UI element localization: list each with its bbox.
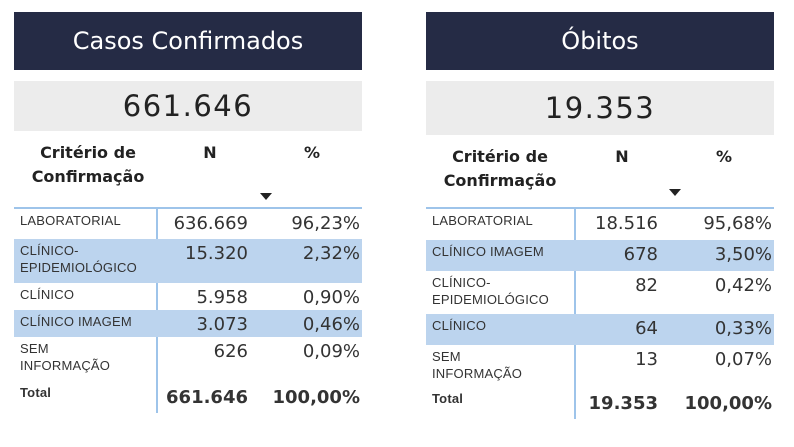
- criteria-table: Critério de Confirmação N % LABORATORIAL…: [426, 145, 774, 419]
- deaths-card: Óbitos 19.353 Critério de Confirmação N …: [426, 0, 774, 419]
- column-header-criterio[interactable]: Critério de Confirmação: [31, 143, 145, 186]
- total-label: Total: [432, 391, 464, 406]
- total-row: Total 661.646 100,00%: [14, 381, 362, 413]
- sort-descending-icon[interactable]: [260, 193, 272, 200]
- criteria-table: Critério de Confirmação N % LABORATORIAL…: [14, 141, 362, 413]
- n-cell: 18.516: [595, 213, 658, 234]
- criterio-cell: LABORATORIAL: [20, 213, 121, 228]
- n-cell: 3.073: [196, 314, 248, 335]
- percent-cell: 2,32%: [302, 243, 360, 264]
- table-row[interactable]: CLÍNICO 64 0,33%: [426, 314, 774, 345]
- percent-cell: 0,90%: [302, 287, 360, 308]
- table-header: Critério de Confirmação N %: [14, 141, 362, 207]
- column-header-percent[interactable]: %: [303, 143, 321, 162]
- kpi-value: 19.353: [426, 81, 774, 135]
- percent-cell: 0,09%: [302, 341, 360, 362]
- total-n: 19.353: [588, 393, 658, 414]
- table-row[interactable]: CLÍNICO IMAGEM 678 3,50%: [426, 240, 774, 271]
- n-cell: 64: [635, 318, 658, 339]
- card-title: Óbitos: [426, 12, 774, 70]
- percent-cell: 3,50%: [714, 244, 772, 265]
- total-n: 661.646: [166, 387, 248, 408]
- criterio-cell: CLÍNICO- EPIDEMIOLÓGICO: [20, 243, 137, 275]
- table-body: LABORATORIAL 636.669 96,23% CLÍNICO- EPI…: [14, 207, 362, 413]
- percent-cell: 0,07%: [714, 349, 772, 370]
- confirmed-cases-card: Casos Confirmados 661.646 Critério de Co…: [14, 0, 362, 413]
- column-header-criterio[interactable]: Critério de Confirmação: [443, 147, 557, 190]
- table-row[interactable]: CLÍNICO- EPIDEMIOLÓGICO 15.320 2,32%: [14, 239, 362, 283]
- total-row: Total 19.353 100,00%: [426, 387, 774, 419]
- total-label: Total: [20, 385, 52, 400]
- table-row[interactable]: LABORATORIAL 636.669 96,23%: [14, 209, 362, 239]
- percent-cell: 0,33%: [714, 318, 772, 339]
- table-body: LABORATORIAL 18.516 95,68% CLÍNICO IMAGE…: [426, 207, 774, 419]
- sort-descending-icon[interactable]: [669, 189, 681, 196]
- kpi-value: 661.646: [14, 81, 362, 131]
- criterio-cell: LABORATORIAL: [432, 213, 533, 228]
- n-cell: 636.669: [173, 213, 248, 234]
- table-row[interactable]: LABORATORIAL 18.516 95,68%: [426, 209, 774, 240]
- table-row[interactable]: SEM INFORMAÇÃO 13 0,07%: [426, 345, 774, 387]
- criterio-cell: SEM INFORMAÇÃO: [432, 349, 523, 381]
- percent-cell: 95,68%: [703, 213, 772, 234]
- criterio-cell: CLÍNICO IMAGEM: [432, 244, 544, 259]
- n-cell: 82: [635, 275, 658, 296]
- n-cell: 678: [623, 244, 658, 265]
- n-cell: 626: [213, 341, 248, 362]
- table-row[interactable]: CLÍNICO- EPIDEMIOLÓGICO 82 0,42%: [426, 271, 774, 314]
- percent-cell: 0,46%: [302, 314, 360, 335]
- n-cell: 5.958: [196, 287, 248, 308]
- table-row[interactable]: SEM INFORMAÇÃO 626 0,09%: [14, 337, 362, 381]
- criterio-cell: CLÍNICO: [432, 318, 487, 333]
- percent-cell: 0,42%: [714, 275, 772, 296]
- criterio-cell: SEM INFORMAÇÃO: [20, 341, 111, 373]
- column-header-n[interactable]: N: [615, 147, 629, 166]
- criterio-cell: CLÍNICO- EPIDEMIOLÓGICO: [432, 275, 549, 307]
- total-percent: 100,00%: [684, 393, 773, 414]
- table-header: Critério de Confirmação N %: [426, 145, 774, 207]
- n-cell: 15.320: [185, 243, 248, 264]
- column-header-percent[interactable]: %: [715, 147, 733, 166]
- total-percent: 100,00%: [272, 387, 361, 408]
- table-row[interactable]: CLÍNICO 5.958 0,90%: [14, 283, 362, 310]
- n-cell: 13: [635, 349, 658, 370]
- column-header-n[interactable]: N: [203, 143, 217, 162]
- criterio-cell: CLÍNICO: [20, 287, 75, 302]
- table-row[interactable]: CLÍNICO IMAGEM 3.073 0,46%: [14, 310, 362, 337]
- criterio-cell: CLÍNICO IMAGEM: [20, 314, 132, 329]
- percent-cell: 96,23%: [291, 213, 360, 234]
- card-title: Casos Confirmados: [14, 12, 362, 70]
